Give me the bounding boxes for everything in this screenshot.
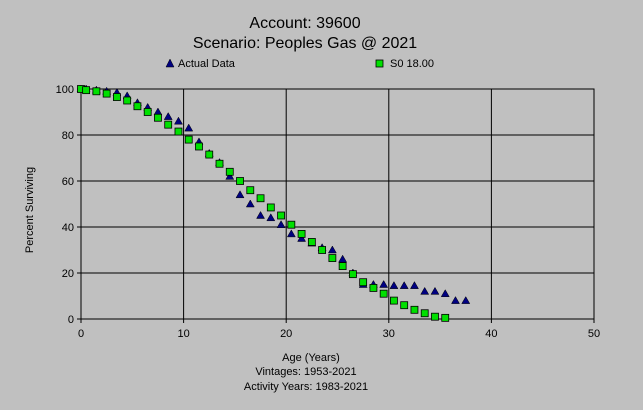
legend-marker-actual xyxy=(165,58,175,68)
fit-point xyxy=(184,135,193,144)
y-axis-label: Percent Surviving xyxy=(24,167,36,253)
fit-point xyxy=(266,203,275,212)
fit-point xyxy=(369,284,378,292)
fit-point xyxy=(400,301,409,310)
fit-point xyxy=(307,238,316,246)
actual-data-point xyxy=(225,171,235,180)
fit-point xyxy=(287,220,296,229)
x-tick-label: 30 xyxy=(383,328,395,340)
legend: Actual Data S0 18.00 xyxy=(165,58,434,70)
y-tick-label: 0 xyxy=(68,314,74,326)
fit-point xyxy=(92,87,101,96)
y-tick-label: 60 xyxy=(62,176,74,188)
fit-point xyxy=(215,159,224,168)
x-tick-label: 0 xyxy=(78,328,84,340)
fit-point xyxy=(277,211,285,220)
fit-point xyxy=(102,89,111,98)
x-axis-ticks: 0 10 20 30 40 50 xyxy=(78,319,600,340)
x-tick-label: 20 xyxy=(280,328,292,340)
actual-data-point xyxy=(379,279,389,288)
chart-title: Account: 39600 xyxy=(249,15,360,32)
fit-point xyxy=(256,194,265,203)
y-tick-label: 40 xyxy=(62,222,74,234)
footer-vintages: Vintages: 1953-2021 xyxy=(255,366,356,378)
fit-point xyxy=(318,246,327,254)
actual-data-point xyxy=(163,112,173,120)
actual-data-point xyxy=(184,123,194,132)
y-axis-ticks: 0 20 40 60 80 100 xyxy=(56,84,81,326)
actual-data-point xyxy=(451,296,460,304)
fit-point xyxy=(133,102,142,111)
fit-point xyxy=(195,142,203,151)
fit-point xyxy=(390,296,398,305)
y-tick-label: 20 xyxy=(62,268,74,280)
actual-data-point xyxy=(266,213,276,222)
fit-point xyxy=(154,113,162,122)
fit-point xyxy=(123,96,132,105)
actual-data-point xyxy=(245,199,255,208)
actual-data-point xyxy=(420,286,430,295)
actual-data-point xyxy=(297,233,307,242)
actual-data-point xyxy=(327,245,337,254)
fit-point xyxy=(359,278,368,287)
fit-point xyxy=(328,254,337,262)
fit-point xyxy=(431,312,439,321)
fit-point xyxy=(246,186,255,195)
actual-data-point xyxy=(410,281,419,289)
fit-point xyxy=(236,177,244,185)
fit-point xyxy=(348,270,357,279)
x-tick-label: 10 xyxy=(177,328,189,340)
y-tick-label: 100 xyxy=(56,84,74,96)
fit-point xyxy=(338,262,347,271)
legend-label-s0: S0 18.00 xyxy=(390,58,434,70)
actual-data-point xyxy=(389,281,399,289)
actual-data-point xyxy=(440,289,450,297)
actual-data-point xyxy=(235,190,245,199)
actual-data-point xyxy=(286,229,296,238)
fit-point xyxy=(379,289,388,298)
fit-point xyxy=(205,150,214,159)
fit-point xyxy=(297,229,306,238)
actual-data-point xyxy=(461,296,471,304)
fit-point xyxy=(82,86,91,95)
plot-area xyxy=(80,88,595,320)
fit-point xyxy=(420,309,429,318)
actual-data-point xyxy=(174,116,183,125)
footer-activity-years: Activity Years: 1983-2021 xyxy=(244,381,368,393)
x-tick-label: 40 xyxy=(485,328,497,340)
data-points xyxy=(76,84,471,322)
actual-data-point xyxy=(430,286,440,295)
fit-point xyxy=(164,120,173,129)
fit-point xyxy=(225,167,234,176)
chart-subtitle: Scenario: Peoples Gas @ 2021 xyxy=(193,35,417,52)
x-axis-label: Age (Years) xyxy=(282,352,340,364)
grid xyxy=(81,89,594,319)
actual-data-point xyxy=(276,220,286,228)
fit-point xyxy=(441,313,450,322)
actual-data-point xyxy=(399,281,409,289)
fit-point xyxy=(113,93,121,101)
fit-point xyxy=(174,127,183,136)
fit-point xyxy=(410,305,419,314)
fit-point xyxy=(143,108,152,116)
actual-data-point xyxy=(256,210,265,219)
legend-label-actual: Actual Data xyxy=(178,58,236,70)
x-tick-label: 50 xyxy=(588,328,600,340)
y-tick-label: 80 xyxy=(62,130,74,142)
legend-marker-s0 xyxy=(375,59,384,68)
